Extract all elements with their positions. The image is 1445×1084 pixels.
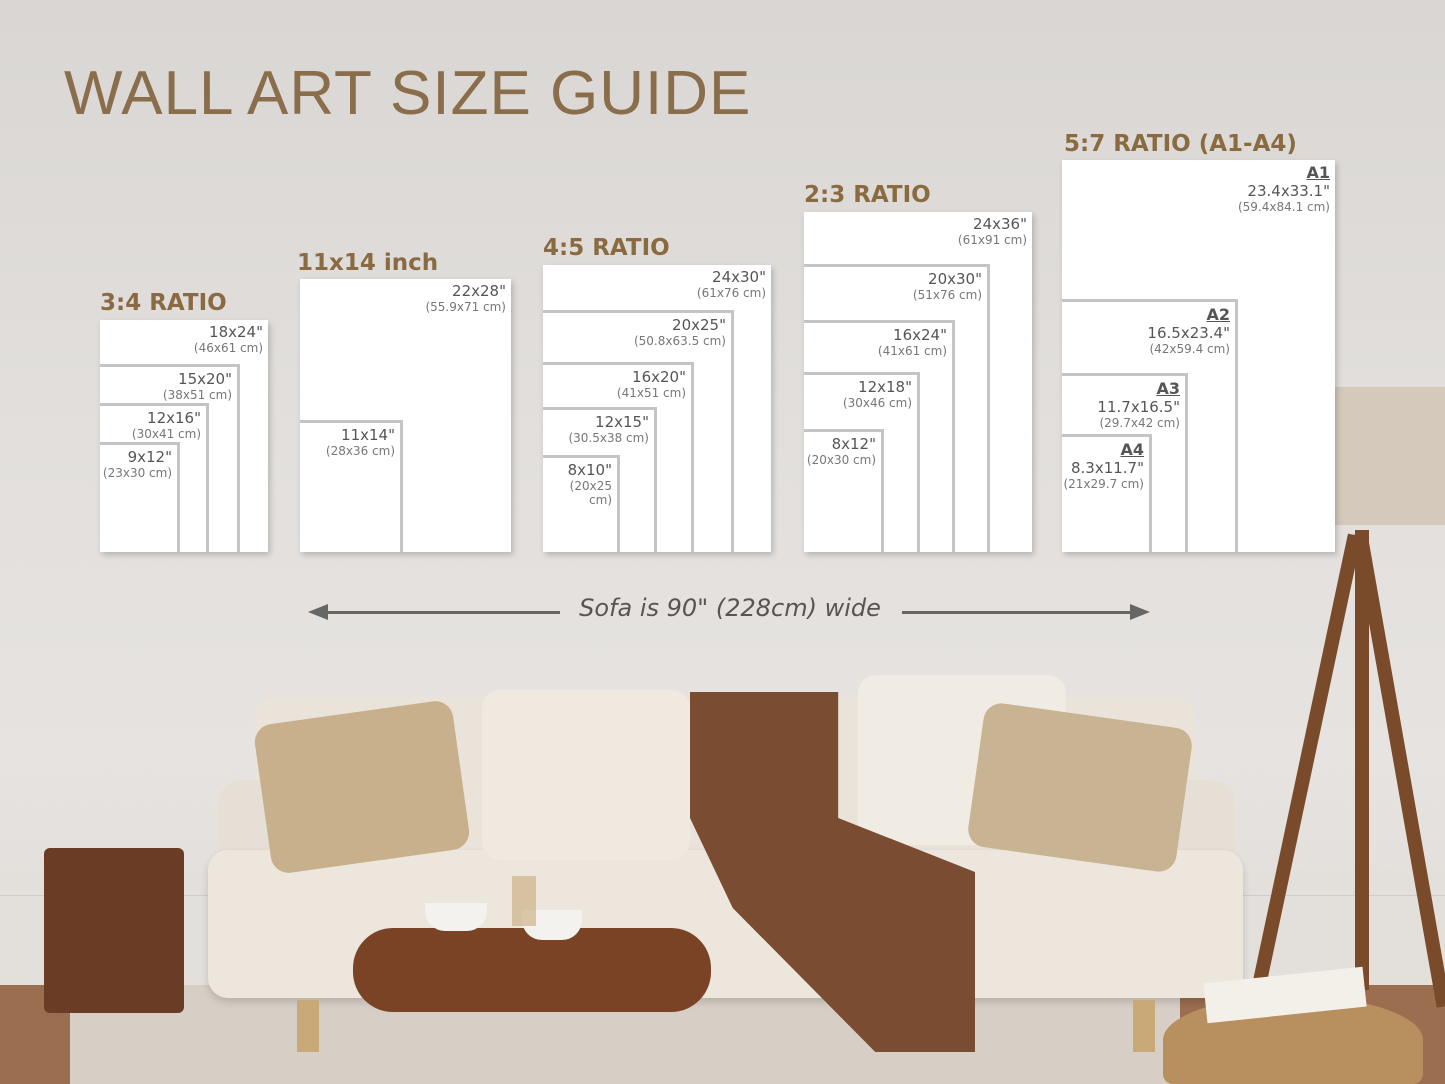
arrow-left-line: [318, 611, 560, 614]
frame-label: A1 23.4x33.1" (59.4x84.1 cm): [1238, 163, 1330, 215]
size-inches: 24x30": [712, 268, 766, 286]
size-cm: (51x76 cm): [912, 288, 982, 302]
coffee-table: [353, 928, 711, 1012]
size-cm: (30x41 cm): [131, 427, 201, 441]
paper-size-code: A3: [1156, 379, 1180, 398]
size-inches: 11.7x16.5": [1097, 398, 1180, 417]
size-inches: 16x20": [632, 368, 686, 386]
size-inches: 9x12": [127, 448, 172, 466]
sofa-width-caption: Sofa is 90" (228cm) wide: [579, 594, 881, 622]
paper-size-code: A1: [1306, 163, 1330, 182]
size-inches: 8.3x11.7": [1070, 459, 1144, 478]
frame-size: A4 8.3x11.7" (21x29.7 cm): [1062, 434, 1152, 552]
frame-label: 8x10" (20x25 cm): [543, 461, 612, 508]
size-cm: (20x25 cm): [569, 479, 612, 508]
size-inches: 12x16": [147, 409, 201, 427]
frame-label: 18x24" (46x61 cm): [194, 323, 263, 355]
frame-size: 8x10" (20x25 cm): [543, 455, 620, 552]
size-cm: (21x29.7 cm): [1063, 477, 1144, 492]
size-cm: (23x30 cm): [102, 466, 172, 480]
frame-label: A3 11.7x16.5" (29.7x42 cm): [1097, 379, 1180, 431]
frame-size: 8x12" (20x30 cm): [804, 429, 884, 552]
frame-size: 9x12" (23x30 cm): [100, 442, 180, 552]
group-title: 5:7 RATIO (A1-A4): [1064, 131, 1297, 157]
group-title: 4:5 RATIO: [543, 235, 670, 261]
frame-label: 24x30" (61x76 cm): [697, 268, 766, 300]
frame-size: 22x28" (55.9x71 cm): [300, 279, 511, 552]
frame-label: 20x25" (50.8x63.5 cm): [634, 316, 726, 348]
vase: [512, 876, 536, 926]
size-inches: 15x20": [178, 370, 232, 388]
sofa-leg: [1133, 1000, 1155, 1052]
size-inches: 8x10": [567, 461, 612, 479]
group-title: 11x14 inch: [297, 250, 439, 276]
size-inches: 23.4x33.1": [1247, 182, 1330, 201]
size-inches: 24x36": [973, 215, 1027, 233]
coffee-cup: [425, 903, 487, 931]
frame-label: 16x20" (41x51 cm): [617, 368, 686, 400]
size-cm: (61x76 cm): [696, 286, 766, 300]
size-cm: (41x51 cm): [616, 386, 686, 400]
frame-label: A2 16.5x23.4" (42x59.4 cm): [1147, 305, 1230, 357]
group-title: 3:4 RATIO: [100, 290, 227, 316]
pillow: [965, 701, 1195, 874]
frame-label: 8x12" (20x30 cm): [807, 435, 876, 467]
frame-label: 11x14" (28x36 cm): [326, 426, 395, 458]
size-cm: (61x91 cm): [957, 233, 1027, 247]
size-cm: (59.4x84.1 cm): [1237, 200, 1330, 215]
size-cm: (28x36 cm): [325, 444, 395, 458]
size-inches: 8x12": [831, 435, 876, 453]
arrow-right-icon: [1130, 604, 1150, 620]
size-cm: (29.7x42 cm): [1099, 416, 1180, 431]
size-cm: (50.8x63.5 cm): [633, 334, 726, 348]
paper-size-code: A4: [1120, 440, 1144, 459]
size-inches: 16x24": [893, 326, 947, 344]
frame-label: 12x16" (30x41 cm): [132, 409, 201, 441]
lamp-leg: [1355, 530, 1369, 990]
pillow: [482, 690, 690, 860]
frame-label: 12x15" (30.5x38 cm): [568, 413, 649, 445]
size-cm: (55.9x71 cm): [425, 300, 506, 314]
frame-label: 15x20" (38x51 cm): [163, 370, 232, 402]
arrow-left-icon: [308, 604, 328, 620]
frame-label: 24x36" (61x91 cm): [958, 215, 1027, 247]
frame-label: A4 8.3x11.7" (21x29.7 cm): [1063, 440, 1144, 492]
sofa-leg: [297, 1000, 319, 1052]
size-cm: (38x51 cm): [162, 388, 232, 402]
size-cm: (42x59.4 cm): [1149, 342, 1230, 357]
size-inches: 12x15": [595, 413, 649, 431]
size-inches: 20x30": [928, 270, 982, 288]
frame-label: 9x12" (23x30 cm): [103, 448, 172, 480]
pillow: [252, 698, 472, 876]
size-inches: 11x14": [341, 426, 395, 444]
size-cm: (41x61 cm): [877, 344, 947, 358]
size-inches: 16.5x23.4": [1147, 324, 1230, 343]
size-cm: (46x61 cm): [193, 341, 263, 355]
frame-label: 12x18" (30x46 cm): [843, 378, 912, 410]
size-inches: 22x28": [452, 282, 506, 300]
arrow-right-line: [902, 611, 1134, 614]
size-cm: (30x46 cm): [842, 396, 912, 410]
size-inches: 20x25": [672, 316, 726, 334]
frame-size: 11x14" (28x36 cm): [300, 420, 403, 552]
paper-size-code: A2: [1206, 305, 1230, 324]
size-inches: 18x24": [209, 323, 263, 341]
group-title: 2:3 RATIO: [804, 182, 931, 208]
size-inches: 12x18": [858, 378, 912, 396]
frame-label: 16x24" (41x61 cm): [878, 326, 947, 358]
magazine-holder: [44, 848, 184, 1013]
frame-label: 20x30" (51x76 cm): [913, 270, 982, 302]
size-cm: (30.5x38 cm): [568, 431, 649, 445]
size-cm: (20x30 cm): [806, 453, 876, 467]
frame-label: 22x28" (55.9x71 cm): [425, 282, 506, 314]
page-title: WALL ART SIZE GUIDE: [64, 59, 752, 128]
